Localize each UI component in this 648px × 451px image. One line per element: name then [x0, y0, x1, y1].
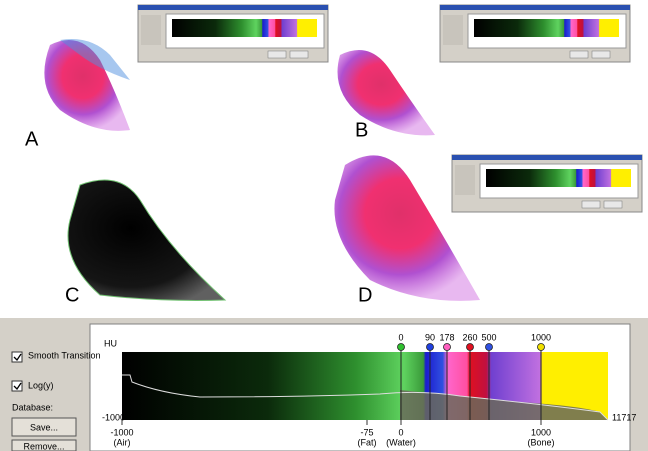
axis-value: 1000	[531, 427, 551, 437]
render-image	[67, 179, 227, 301]
y-label: HU	[104, 338, 117, 348]
render-image	[44, 40, 130, 131]
button-label: Remove...	[23, 441, 64, 451]
marker-label: 1000	[531, 332, 551, 342]
axis-value: 0	[398, 427, 403, 437]
marker-handle	[537, 343, 545, 351]
checkbox[interactable]	[11, 351, 23, 363]
y-max-label: 11717	[612, 412, 636, 422]
panel-d: D	[334, 154, 643, 306]
marker-handle	[397, 343, 405, 351]
transfer-editor: Smooth Transition Log(y) Database: Save.…	[0, 318, 648, 451]
checkbox-label: Smooth Transition	[28, 350, 101, 360]
marker-label: 260	[462, 332, 477, 342]
button-label: Save...	[30, 422, 58, 432]
mini-screenshot	[439, 4, 631, 63]
axis-name: (Fat)	[358, 437, 377, 447]
axis-value: -1000	[110, 427, 133, 437]
panel-label: B	[355, 119, 368, 141]
marker-handle	[426, 343, 434, 351]
checkmark	[13, 382, 22, 391]
marker-label: 500	[481, 332, 496, 342]
mini-screenshot	[451, 154, 643, 213]
marker-label: 178	[439, 332, 454, 342]
checkbox-label: Log(y)	[28, 380, 54, 390]
marker-label: 90	[425, 332, 435, 342]
axis-value: -75	[360, 427, 373, 437]
panel-a: A	[25, 4, 329, 150]
x-axis: -1000(Air) -75(Fat) 0(Water) 1000(Bone)	[110, 420, 555, 447]
panel-label: D	[358, 284, 372, 306]
checkmark	[13, 353, 22, 362]
render-image	[334, 155, 480, 301]
panel-c: C	[65, 179, 227, 306]
render-image	[337, 50, 435, 136]
panel-label: A	[25, 128, 39, 150]
histogram-curve	[122, 374, 609, 421]
section-label: Database:	[12, 402, 53, 412]
button[interactable]	[11, 439, 77, 451]
marker-handle	[485, 343, 493, 351]
axis-name: (Water)	[386, 437, 416, 447]
panel-label: C	[65, 284, 79, 306]
mini-screenshot	[137, 4, 329, 63]
histogram-area	[400, 390, 608, 420]
checkbox[interactable]	[11, 380, 23, 392]
markers: 0 90 178 260 500 1000	[397, 332, 551, 420]
render-overlay	[60, 39, 130, 80]
axis-name: (Bone)	[527, 437, 554, 447]
panel-b: B	[337, 4, 631, 141]
marker-label: 0	[398, 332, 403, 342]
marker-handle	[443, 343, 451, 351]
button[interactable]	[11, 417, 77, 437]
marker-handle	[466, 343, 474, 351]
axis-name: (Air)	[114, 437, 131, 447]
y-min-label: -1000	[102, 412, 125, 422]
